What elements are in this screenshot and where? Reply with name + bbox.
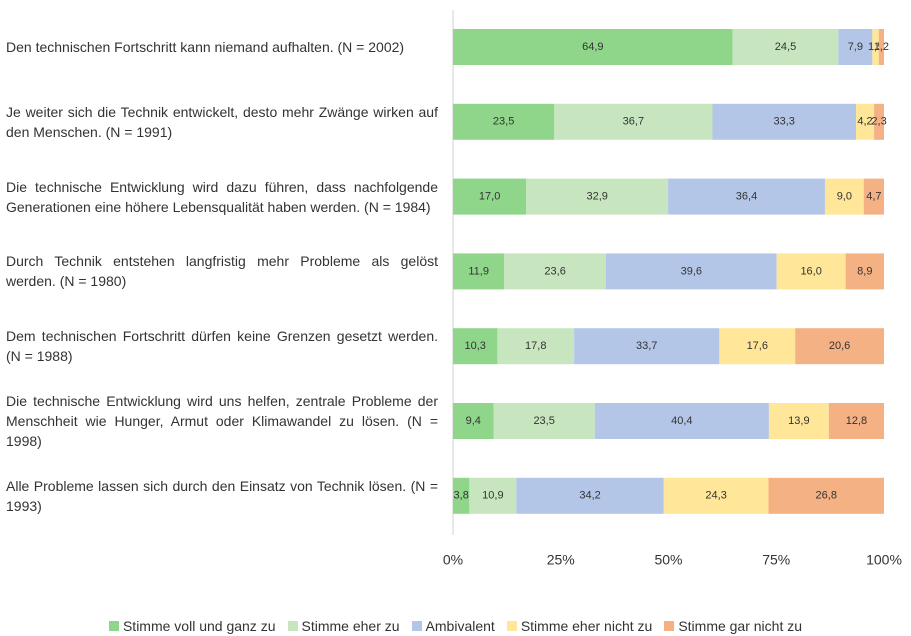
legend-item: Stimme voll und ganz zu — [108, 618, 276, 634]
value-label: 23,5 — [493, 116, 514, 128]
bar-segment — [453, 403, 494, 439]
legend-swatch — [506, 621, 517, 631]
bar-segment — [526, 178, 669, 215]
legend-label: Stimme eher nicht zu — [520, 618, 653, 634]
bar-segment — [878, 29, 884, 65]
bar-segment — [453, 253, 505, 290]
value-label: 34,2 — [579, 490, 600, 502]
bar-segment — [732, 29, 839, 65]
value-label: 26,8 — [816, 490, 837, 502]
value-label: 7,9 — [848, 41, 863, 53]
value-label: 36,7 — [623, 116, 644, 128]
value-label: 40,4 — [671, 415, 692, 427]
value-label: 33,3 — [774, 116, 795, 128]
bar-segment — [838, 29, 873, 65]
value-label: 9,4 — [466, 415, 481, 427]
value-label: 64,9 — [582, 41, 603, 53]
bar-segment — [453, 29, 733, 65]
legend-swatch — [664, 621, 675, 631]
bar-segment — [594, 403, 769, 439]
category-label: Die technische Entwicklung wird uns helf… — [6, 393, 438, 449]
legend: Stimme voll und ganz zu Stimme eher zu Amb… — [0, 618, 911, 634]
value-label: 8,9 — [857, 265, 872, 277]
legend-item: Ambivalent — [411, 618, 495, 634]
legend-swatch — [108, 621, 119, 631]
bar-segment — [453, 477, 470, 514]
bar-segment — [776, 253, 846, 290]
bar-segment — [768, 403, 829, 439]
value-label: 24,5 — [775, 41, 796, 53]
legend-label: Ambivalent — [425, 618, 495, 634]
bar-segment — [453, 328, 498, 365]
bar-segment — [574, 328, 720, 365]
value-label: 23,5 — [533, 415, 554, 427]
value-label: 17,0 — [479, 191, 500, 203]
legend-item: Stimme gar nicht zu — [664, 618, 802, 634]
x-tick-label: 25% — [547, 552, 575, 568]
category-label: Die technische Entwicklung wird dazu füh… — [6, 178, 438, 215]
bar-segment — [845, 253, 884, 290]
bar-segment — [795, 328, 884, 365]
x-tick-label: 100% — [866, 552, 902, 568]
legend-item: Stimme eher nicht zu — [506, 618, 653, 634]
bar-segment — [824, 178, 864, 215]
bar-segment — [453, 178, 527, 215]
value-label: 17,8 — [525, 340, 546, 352]
legend-item: Stimme eher zu — [287, 618, 400, 634]
value-label: 1,2 — [874, 41, 889, 53]
bar-segment — [663, 477, 769, 514]
bar-segment — [606, 253, 777, 290]
x-tick-label: 75% — [762, 552, 790, 568]
bar-segment — [554, 103, 713, 140]
bar-segment — [768, 477, 884, 514]
value-label: 9,0 — [837, 191, 852, 203]
category-label: Je weiter sich die Technik entwickelt, d… — [6, 103, 438, 140]
bar-segment — [668, 178, 825, 215]
category-label: Den technischen Fortschritt kann niemand… — [6, 39, 405, 55]
legend-label: Stimme voll und ganz zu — [122, 618, 276, 634]
value-label: 10,9 — [482, 490, 503, 502]
x-tick-label: 0% — [443, 552, 463, 568]
value-label: 11,9 — [468, 265, 489, 277]
value-label: 39,6 — [681, 265, 702, 277]
bar-segment — [504, 253, 607, 290]
category-label: Alle Probleme lassen sich durch den Eins… — [6, 477, 438, 514]
bar-segment — [493, 403, 595, 439]
value-label: 2,3 — [871, 116, 886, 128]
value-label: 4,7 — [866, 191, 881, 203]
value-label: 33,7 — [636, 340, 657, 352]
value-label: 24,3 — [705, 490, 726, 502]
value-label: 3,8 — [454, 490, 469, 502]
category-label: Durch Technik entstehen langfristig mehr… — [6, 253, 438, 290]
bar-segment — [516, 477, 664, 514]
bar-segment — [719, 328, 796, 365]
category-label: Dem technischen Fortschritt dürfen keine… — [6, 328, 438, 365]
value-label: 32,9 — [586, 191, 607, 203]
legend-swatch — [411, 621, 422, 631]
value-label: 16,0 — [800, 265, 821, 277]
bar-segment — [712, 103, 856, 140]
bar-segment — [469, 477, 517, 514]
bar-segment — [863, 178, 884, 215]
value-label: 36,4 — [736, 191, 757, 203]
bar-segment — [828, 403, 884, 439]
bar-segment — [497, 328, 575, 365]
value-label: 12,8 — [846, 415, 867, 427]
value-label: 4,2 — [857, 116, 872, 128]
bar-segment — [855, 103, 875, 140]
value-label: 23,6 — [544, 265, 565, 277]
bar-segment — [872, 29, 879, 65]
bar-segment — [453, 103, 555, 140]
bar-segment — [874, 103, 884, 140]
value-label: 17,6 — [747, 340, 768, 352]
legend-label: Stimme eher zu — [301, 618, 400, 634]
value-label: 13,9 — [788, 415, 809, 427]
legend-label: Stimme gar nicht zu — [678, 618, 803, 634]
legend-swatch — [287, 621, 298, 631]
x-tick-label: 50% — [654, 552, 682, 568]
value-label: 10,3 — [464, 340, 485, 352]
value-label: 20,6 — [829, 340, 850, 352]
